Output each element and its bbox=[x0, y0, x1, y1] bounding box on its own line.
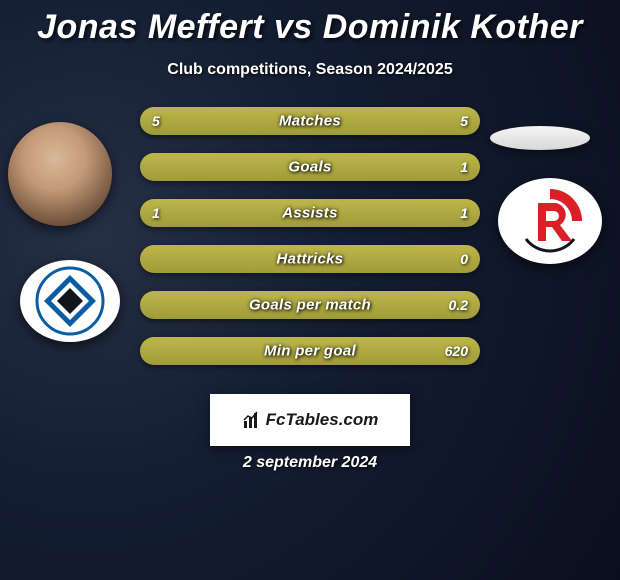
stat-bar-matches: 5 Matches 5 bbox=[140, 107, 480, 135]
comparison-area: 5 Matches 5 Goals 1 1 Assists 1 Hattrick… bbox=[0, 107, 620, 407]
stat-label: Matches bbox=[140, 113, 480, 130]
page-title: Jonas Meffert vs Dominik Kother bbox=[0, 0, 620, 47]
chart-icon bbox=[242, 410, 262, 430]
stat-label: Assists bbox=[140, 205, 480, 222]
brand-box: FcTables.com bbox=[210, 394, 410, 446]
date-text: 2 september 2024 bbox=[0, 454, 620, 472]
stat-label: Goals per match bbox=[140, 297, 480, 314]
stat-right-value: 1 bbox=[460, 205, 468, 221]
stat-bar-goals: Goals 1 bbox=[140, 153, 480, 181]
stat-right-value: 620 bbox=[445, 343, 468, 359]
brand-label: FcTables.com bbox=[266, 410, 379, 430]
brand-text: FcTables.com bbox=[242, 410, 379, 430]
stat-label: Goals bbox=[140, 159, 480, 176]
stat-label: Hattricks bbox=[140, 251, 480, 268]
stat-right-value: 0.2 bbox=[449, 297, 468, 313]
page-subtitle: Club competitions, Season 2024/2025 bbox=[0, 61, 620, 79]
stat-label: Min per goal bbox=[140, 343, 480, 360]
stat-bar-min-per-goal: Min per goal 620 bbox=[140, 337, 480, 365]
stat-bar-goals-per-match: Goals per match 0.2 bbox=[140, 291, 480, 319]
stat-bar-assists: 1 Assists 1 bbox=[140, 199, 480, 227]
stat-bars: 5 Matches 5 Goals 1 1 Assists 1 Hattrick… bbox=[140, 107, 480, 383]
stat-bar-hattricks: Hattricks 0 bbox=[140, 245, 480, 273]
stat-right-value: 0 bbox=[460, 251, 468, 267]
stat-right-value: 1 bbox=[460, 159, 468, 175]
stat-right-value: 5 bbox=[460, 113, 468, 129]
content-root: Jonas Meffert vs Dominik Kother Club com… bbox=[0, 0, 620, 580]
